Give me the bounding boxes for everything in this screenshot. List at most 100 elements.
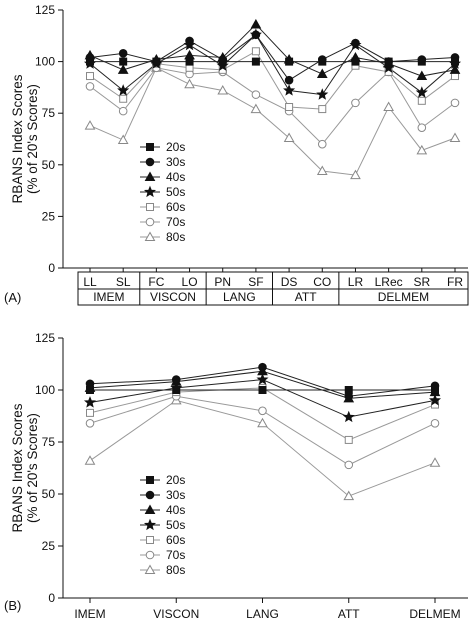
data-point-80s bbox=[84, 455, 96, 465]
legend-marker-40s bbox=[144, 171, 156, 181]
data-point-40s bbox=[416, 70, 428, 81]
x-tick-label: IMEM bbox=[74, 607, 105, 619]
data-point-20s bbox=[172, 386, 181, 394]
data-point-70s bbox=[258, 406, 267, 416]
data-point-40s bbox=[250, 18, 262, 29]
legend-label: 80s bbox=[166, 563, 185, 577]
y-tick-label: 75 bbox=[42, 106, 56, 120]
data-point-50s bbox=[117, 84, 130, 96]
data-point-70s bbox=[85, 82, 95, 91]
series-line-80s bbox=[89, 67, 456, 176]
x-tick-label: DELMEM bbox=[409, 607, 460, 619]
data-point-30s bbox=[118, 49, 128, 58]
data-point-20s bbox=[218, 57, 227, 66]
data-point-80s bbox=[316, 165, 328, 175]
x-tick-label: SL bbox=[116, 275, 131, 289]
legend-marker-70s bbox=[145, 550, 155, 560]
data-point-80s bbox=[184, 78, 195, 89]
legend-label: 40s bbox=[166, 503, 185, 517]
x-tick-label: PN bbox=[214, 275, 231, 289]
data-point-20s bbox=[251, 57, 260, 66]
data-point-70s bbox=[430, 418, 440, 428]
legend-marker-20s bbox=[146, 476, 154, 484]
y-tick-label: 125 bbox=[35, 331, 55, 345]
data-point-80s bbox=[383, 101, 394, 112]
data-point-60s bbox=[251, 47, 260, 56]
legend-label: 60s bbox=[166, 200, 185, 214]
data-point-60s bbox=[119, 94, 128, 103]
data-point-50s bbox=[83, 396, 97, 408]
legend-marker-60s bbox=[146, 536, 154, 544]
data-point-30s bbox=[351, 38, 360, 48]
chart-panel-a: 0 25 50 75 100 125 RBANS Index Scores (% of 20'… bbox=[4, 3, 469, 306]
y-tick-label: 100 bbox=[35, 55, 55, 69]
data-point-20s bbox=[431, 386, 439, 394]
legend-label: 20s bbox=[166, 140, 185, 154]
data-point-60s bbox=[86, 72, 94, 81]
data-point-80s bbox=[283, 132, 295, 142]
data-point-80s bbox=[117, 134, 129, 145]
data-point-80s bbox=[217, 84, 229, 95]
legend-marker-20s bbox=[146, 143, 154, 151]
series-line-40s bbox=[89, 23, 456, 77]
legend-label: 80s bbox=[166, 230, 185, 244]
legend-marker-80s bbox=[144, 231, 156, 241]
y-axis-label-line: RBANS Index Scores bbox=[10, 74, 25, 203]
data-point-30s bbox=[251, 30, 261, 40]
data-point-80s bbox=[429, 457, 441, 467]
y-tick-label: 50 bbox=[42, 487, 56, 501]
legend-label: 70s bbox=[166, 548, 185, 562]
x-tick-label: LRec bbox=[375, 275, 403, 289]
legend-label: 70s bbox=[166, 215, 185, 229]
x-tick-label: LL bbox=[83, 275, 97, 289]
chart-panel-b: 0 25 50 75 100 125 RBANS Index Scores (% of 20'… bbox=[4, 331, 468, 619]
y-axis-label: RBANS Index Scores (% of 20's Scores) bbox=[10, 403, 40, 532]
data-point-50s bbox=[283, 84, 296, 96]
data-point-20s bbox=[119, 57, 128, 66]
legend-marker-70s bbox=[145, 217, 155, 227]
data-point-20s bbox=[344, 386, 353, 394]
data-point-30s bbox=[171, 375, 181, 384]
data-point-40s bbox=[449, 64, 461, 74]
data-point-80s bbox=[84, 120, 96, 130]
legend-label: 20s bbox=[166, 473, 185, 487]
legend-marker-30s bbox=[145, 157, 155, 167]
legend-marker-50s bbox=[143, 518, 157, 531]
legend-marker-60s bbox=[146, 203, 154, 211]
group-label: IMEM bbox=[93, 290, 124, 304]
data-point-20s bbox=[86, 57, 94, 66]
panel-label: (A) bbox=[4, 290, 21, 305]
data-point-70s bbox=[450, 98, 460, 108]
data-point-60s bbox=[318, 105, 327, 114]
data-point-20s bbox=[417, 57, 426, 66]
legend-marker-80s bbox=[144, 564, 156, 574]
group-label: LANG bbox=[223, 290, 256, 304]
data-point-80s bbox=[257, 417, 268, 428]
y-tick-label: 0 bbox=[48, 591, 55, 605]
data-point-70s bbox=[251, 90, 261, 99]
y-tick-label: 75 bbox=[42, 435, 56, 449]
x-tick-label: LO bbox=[182, 275, 198, 289]
legend-marker-30s bbox=[145, 490, 155, 500]
series-line-70s bbox=[89, 67, 456, 145]
data-point-70s bbox=[344, 460, 354, 470]
data-point-80s bbox=[416, 144, 428, 155]
data-point-60s bbox=[344, 435, 353, 444]
y-tick-label: 0 bbox=[48, 261, 55, 275]
x-tick-label: LANG bbox=[246, 607, 279, 619]
data-point-30s bbox=[258, 362, 267, 372]
y-tick-label: 25 bbox=[42, 209, 56, 223]
data-point-40s bbox=[117, 64, 129, 74]
data-point-80s bbox=[343, 490, 355, 501]
y-axis-label-line: (% of 20's Scores) bbox=[25, 413, 40, 523]
data-point-60s bbox=[285, 103, 294, 112]
data-point-20s bbox=[351, 57, 360, 66]
y-axis-label: RBANS Index Scores (% of 20's Scores) bbox=[10, 74, 40, 203]
panel-label: (B) bbox=[4, 598, 21, 613]
data-point-20s bbox=[86, 386, 94, 394]
data-point-80s bbox=[350, 169, 361, 180]
data-point-20s bbox=[152, 57, 161, 66]
x-tick-label: ATT bbox=[338, 607, 360, 619]
data-point-40s bbox=[316, 68, 328, 78]
